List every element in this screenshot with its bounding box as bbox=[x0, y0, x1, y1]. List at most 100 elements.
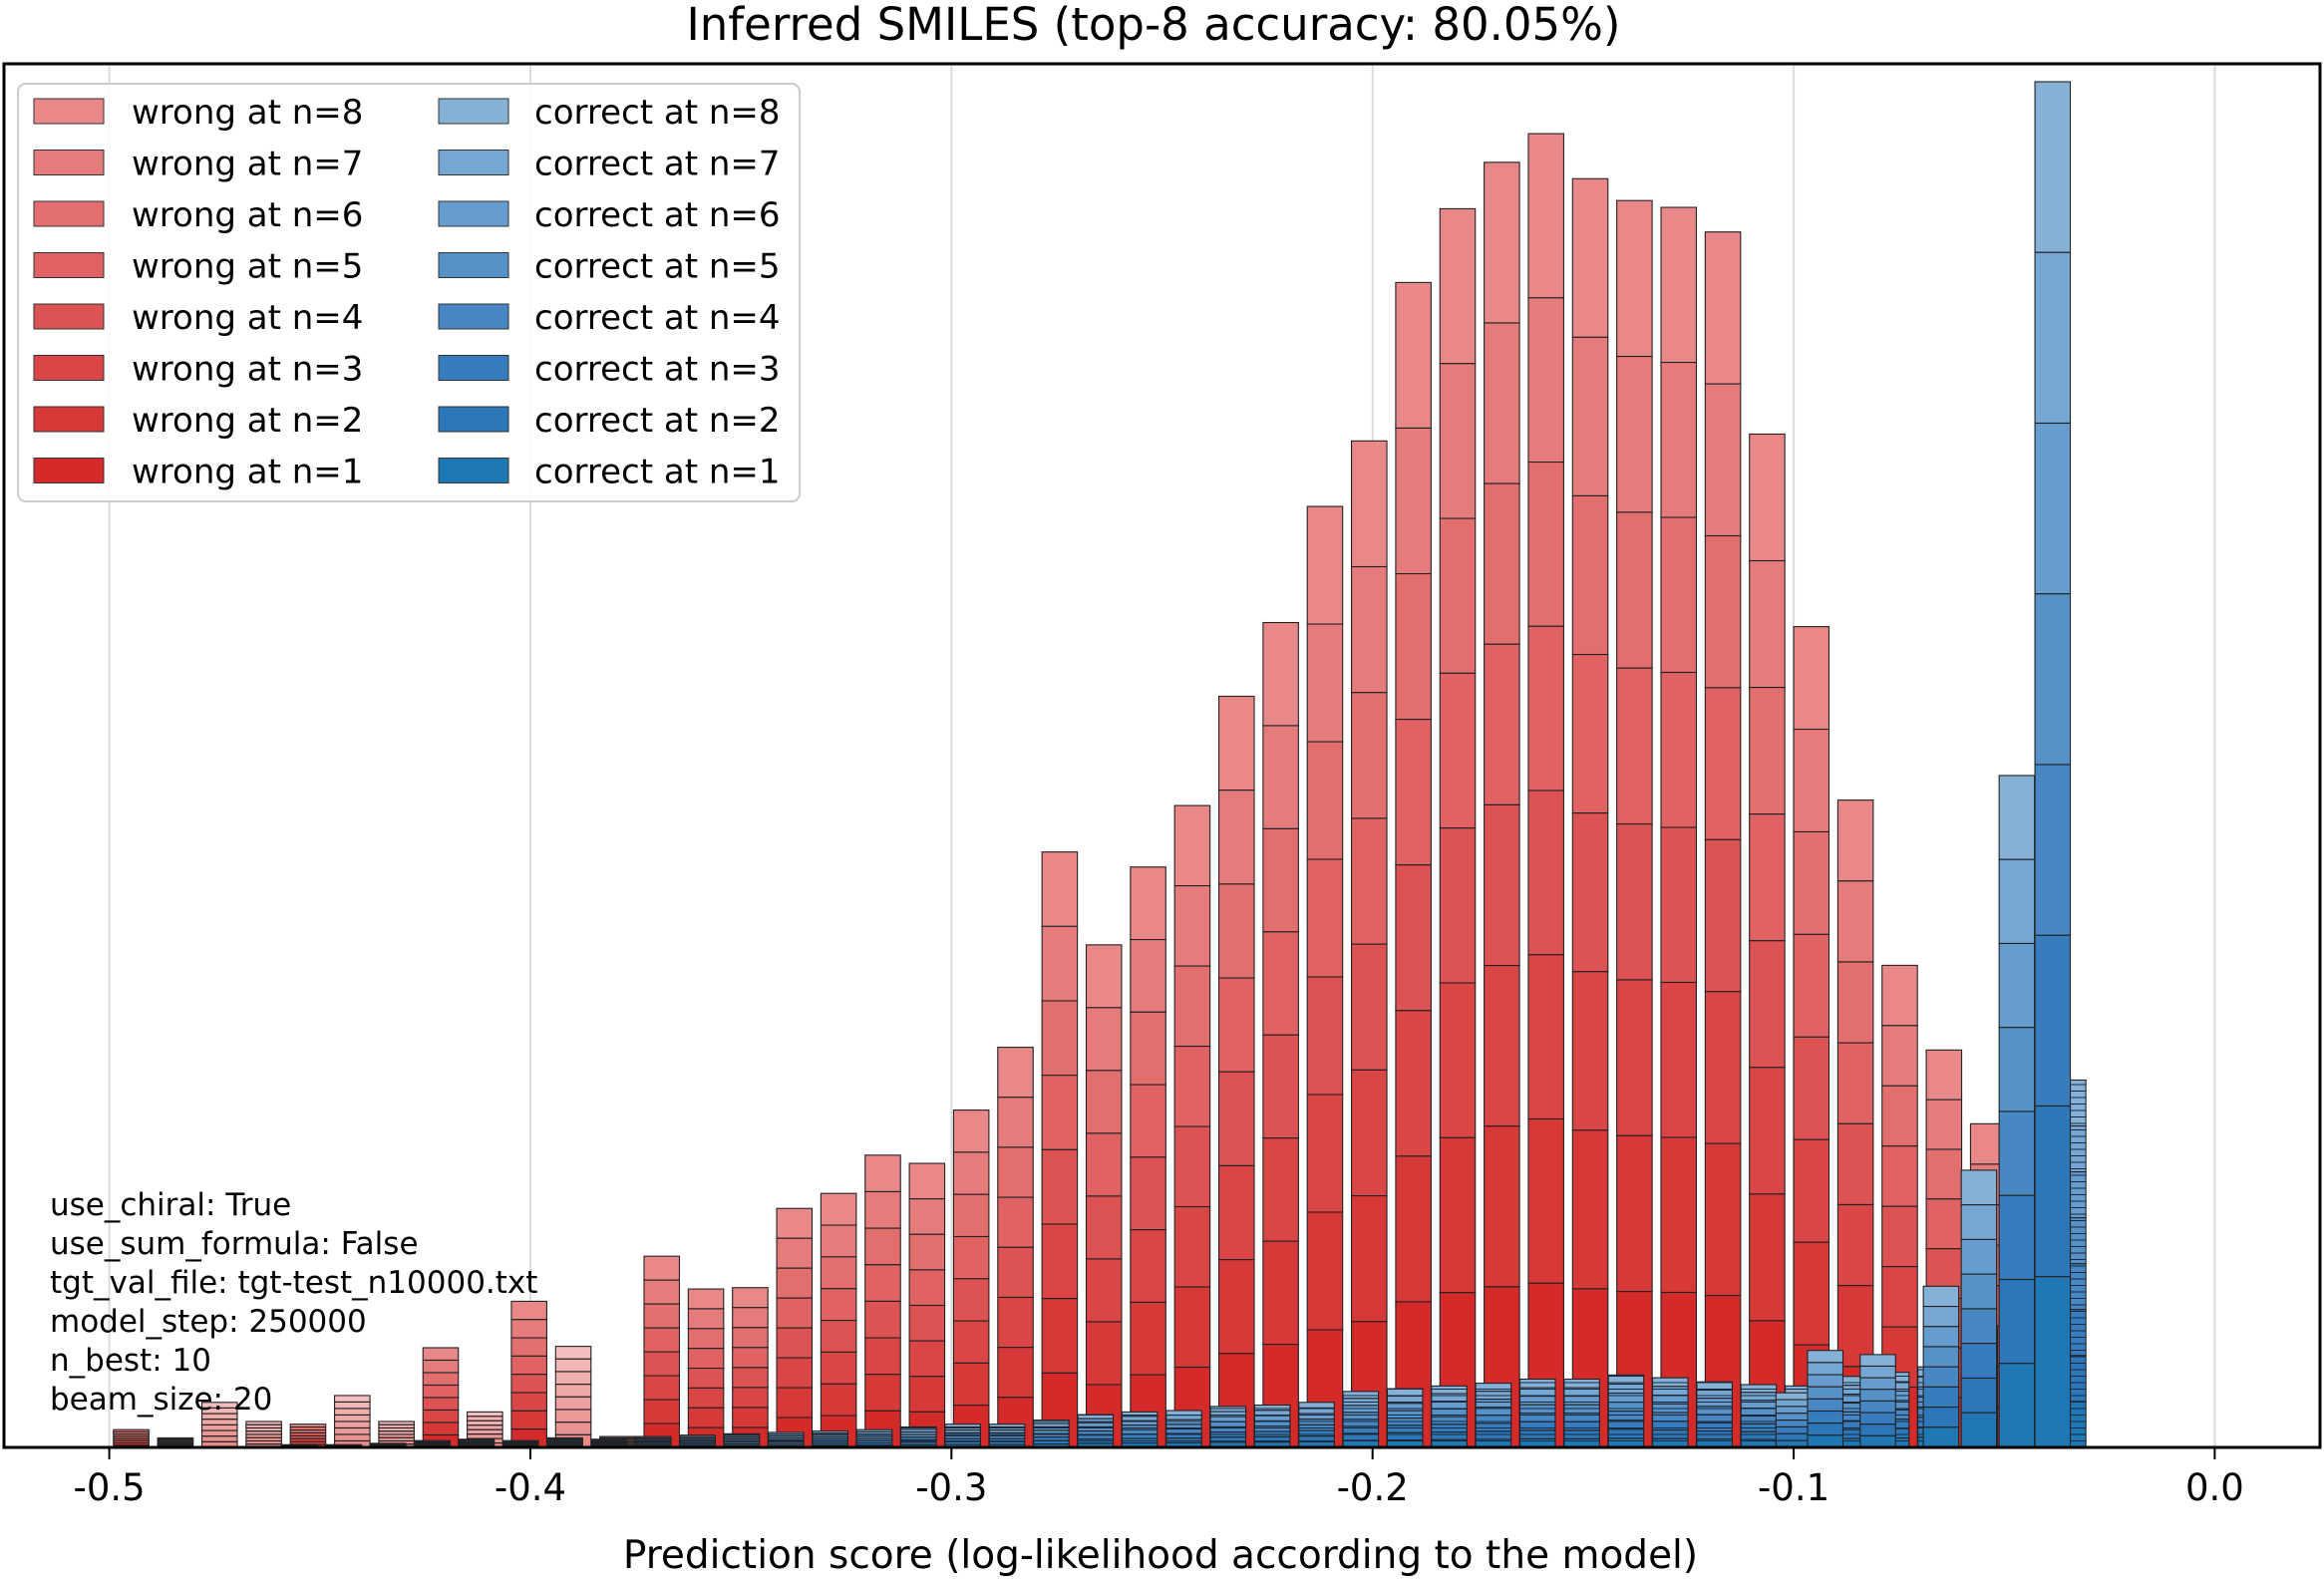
wrong-bar bbox=[1262, 931, 1299, 1036]
wrong-bar bbox=[732, 1407, 769, 1428]
correct-bar bbox=[1607, 1411, 1645, 1421]
correct-bar bbox=[1431, 1385, 1468, 1395]
wrong-bar bbox=[732, 1307, 769, 1329]
correct-bar bbox=[1518, 1378, 1556, 1389]
info-line: use_chiral: True bbox=[50, 1187, 291, 1223]
legend-entry: wrong at n=3 bbox=[132, 350, 363, 390]
wrong-bar bbox=[1173, 804, 1211, 887]
wrong-bar bbox=[1395, 281, 1432, 430]
wrong-bar bbox=[1881, 1025, 1918, 1087]
wrong-bar bbox=[334, 1433, 371, 1442]
wrong-bar bbox=[1925, 1198, 1963, 1250]
wrong-bar bbox=[997, 1047, 1034, 1099]
correct-bar bbox=[2034, 1276, 2072, 1448]
wrong-bar bbox=[952, 1235, 990, 1280]
wrong-bar bbox=[1306, 858, 1344, 978]
correct-bar bbox=[1859, 1389, 1896, 1402]
wrong-bar bbox=[952, 1320, 990, 1364]
correct-bar bbox=[1121, 1428, 1159, 1435]
correct-bar bbox=[1740, 1430, 1778, 1440]
wrong-bar bbox=[334, 1401, 371, 1410]
wrong-bar bbox=[776, 1357, 814, 1389]
correct-bar bbox=[2034, 422, 2072, 595]
correct-bar bbox=[1209, 1416, 1247, 1422]
wrong-bar bbox=[1439, 363, 1477, 519]
correct-bar bbox=[2034, 934, 2072, 1107]
wrong-bar bbox=[1395, 1155, 1432, 1303]
correct-bar bbox=[1859, 1400, 1896, 1414]
wrong-bar bbox=[200, 1435, 238, 1442]
correct-bar bbox=[1475, 1383, 1512, 1393]
correct-bar bbox=[1298, 1402, 1335, 1409]
wrong-bar bbox=[997, 1097, 1034, 1148]
wrong-bar bbox=[1439, 1136, 1477, 1294]
correct-bar bbox=[1475, 1415, 1512, 1424]
wrong-bar bbox=[1130, 1156, 1166, 1231]
bars bbox=[113, 81, 2087, 1448]
correct-bar bbox=[1431, 1393, 1468, 1403]
wrong-bar bbox=[1484, 965, 1520, 1127]
correct-bar bbox=[2034, 593, 2072, 766]
wrong-bar bbox=[952, 1109, 990, 1153]
wrong-bar bbox=[1527, 133, 1564, 299]
wrong-bar bbox=[776, 1297, 814, 1329]
correct-bar bbox=[1998, 775, 2036, 860]
correct-bar bbox=[1807, 1410, 1844, 1424]
correct-bar bbox=[1922, 1366, 1960, 1388]
wrong-bar bbox=[1262, 1137, 1299, 1242]
correct-bar bbox=[1386, 1410, 1424, 1420]
wrong-bar bbox=[1749, 687, 1786, 815]
wrong-bar bbox=[1836, 880, 1874, 963]
wrong-bar bbox=[334, 1421, 371, 1429]
correct-bar bbox=[1740, 1392, 1778, 1402]
correct-bar bbox=[1518, 1421, 1556, 1431]
wrong-bar bbox=[1527, 1117, 1564, 1284]
wrong-bar bbox=[1439, 672, 1477, 829]
correct-bar bbox=[1740, 1400, 1778, 1410]
wrong-bar bbox=[422, 1384, 460, 1399]
wrong-bar bbox=[1704, 991, 1742, 1144]
correct-bar bbox=[1253, 1415, 1291, 1422]
wrong-bar bbox=[554, 1358, 592, 1373]
correct-bar bbox=[1859, 1365, 1896, 1379]
x-tick-label: -0.2 bbox=[1337, 1466, 1409, 1509]
wrong-bar bbox=[510, 1355, 547, 1376]
wrong-bar bbox=[1749, 1193, 1786, 1322]
wrong-bar bbox=[1571, 177, 1609, 338]
wrong-bar bbox=[1041, 851, 1079, 927]
correct-bar bbox=[1607, 1428, 1645, 1439]
legend-entry: wrong at n=4 bbox=[132, 298, 363, 338]
correct-bar bbox=[1696, 1421, 1733, 1432]
correct-bar bbox=[2034, 1105, 2072, 1278]
wrong-bar bbox=[554, 1384, 592, 1398]
wrong-bar bbox=[1130, 1229, 1166, 1303]
legend-swatch bbox=[438, 406, 509, 433]
wrong-bar bbox=[1749, 559, 1786, 689]
wrong-bar bbox=[1439, 982, 1477, 1138]
legend-swatch bbox=[33, 458, 105, 483]
correct-bar bbox=[1209, 1436, 1247, 1443]
correct-bar bbox=[1165, 1419, 1202, 1425]
wrong-bar bbox=[1793, 933, 1830, 1038]
correct-bar bbox=[1922, 1346, 1960, 1368]
wrong-bar bbox=[1395, 427, 1432, 575]
wrong-bar bbox=[554, 1409, 592, 1423]
wrong-bar bbox=[1616, 1134, 1653, 1293]
wrong-bar bbox=[1085, 1070, 1123, 1134]
legend-entry: wrong at n=1 bbox=[132, 453, 363, 492]
wrong-bar bbox=[997, 1146, 1034, 1198]
wrong-bar bbox=[1484, 322, 1520, 484]
wrong-bar bbox=[1881, 1085, 1918, 1147]
wrong-bar bbox=[732, 1367, 769, 1389]
wrong-bar bbox=[422, 1397, 460, 1412]
wrong-bar bbox=[1217, 883, 1255, 979]
correct-bar bbox=[1652, 1377, 1689, 1388]
wrong-bar bbox=[1130, 1011, 1166, 1086]
correct-bar bbox=[1342, 1391, 1380, 1400]
correct-bar bbox=[1209, 1411, 1247, 1418]
correct-bar bbox=[1775, 1413, 1813, 1421]
wrong-bar bbox=[643, 1327, 681, 1353]
wrong-bar bbox=[334, 1426, 371, 1435]
legend-swatch bbox=[438, 252, 509, 278]
wrong-bar bbox=[1836, 1203, 1874, 1287]
